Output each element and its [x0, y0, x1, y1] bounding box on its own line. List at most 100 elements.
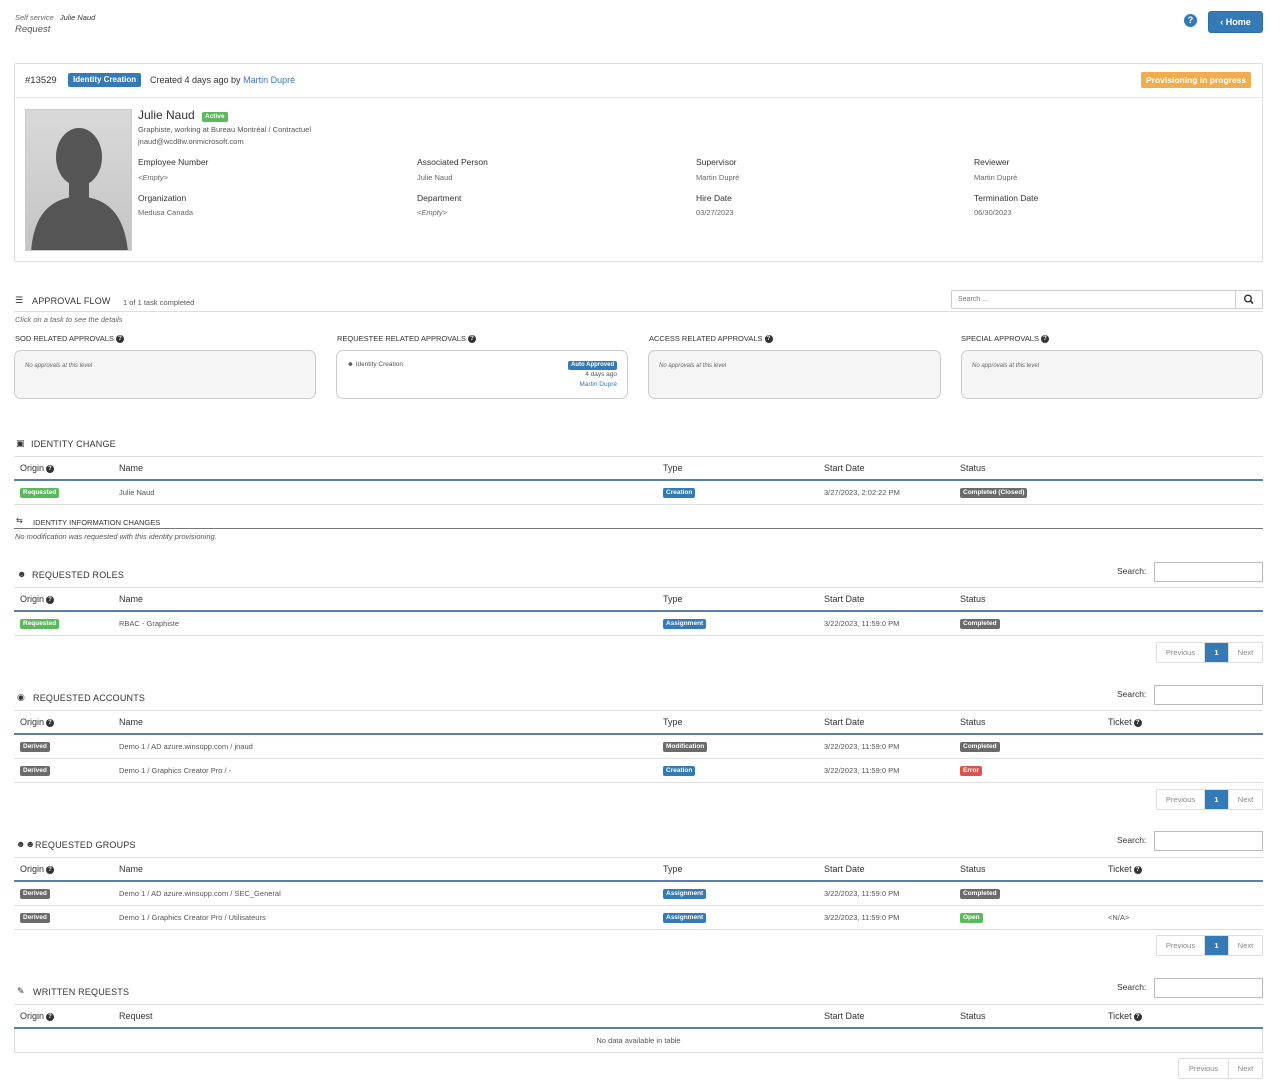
table-row[interactable]: Derived Demo 1 / AD azure.winsupp.com / …	[14, 735, 1263, 758]
access-approvals-empty: No approvals at this level	[659, 363, 727, 369]
pager-next[interactable]: Next	[1237, 648, 1254, 657]
table-row[interactable]: Derived Demo 1 / AD azure.winsupp.com / …	[14, 882, 1263, 905]
col-type[interactable]: Type	[663, 864, 683, 874]
col-origin[interactable]: Origin?	[20, 594, 55, 604]
table-bottom-border	[14, 929, 1263, 930]
col-status[interactable]: Status	[960, 594, 986, 604]
home-button[interactable]: ‹ Home	[1208, 11, 1263, 33]
question-circle-icon: ?	[1133, 1013, 1142, 1021]
breadcrumb-root[interactable]: Self service	[15, 13, 54, 22]
user-plus-icon: ☻	[347, 361, 354, 368]
created-by-link[interactable]: Martin Dupré	[243, 75, 296, 85]
field-value-reviewer[interactable]: Martin Dupré	[974, 173, 1018, 182]
col-start-date[interactable]: Start Date	[824, 594, 865, 604]
question-circle-icon[interactable]: ?	[1040, 335, 1049, 343]
col-start-date[interactable]: Start Date	[824, 717, 865, 727]
type-badge: Creation	[663, 766, 696, 776]
header-underline	[14, 610, 1263, 612]
pager-next[interactable]: Next	[1237, 941, 1254, 950]
written-search-input[interactable]	[1154, 978, 1263, 998]
request-status-badge: Provisioning in progress	[1141, 72, 1252, 88]
search-icon	[1243, 294, 1254, 305]
col-origin[interactable]: Origin?	[20, 463, 55, 473]
col-name[interactable]: Name	[119, 463, 144, 473]
pager-previous[interactable]: Previous	[1157, 643, 1205, 662]
approval-task-when: 4 days ago	[585, 371, 617, 378]
col-ticket[interactable]: Ticket?	[1108, 1011, 1142, 1021]
col-status[interactable]: Status	[960, 717, 986, 727]
col-status[interactable]: Status	[960, 864, 986, 874]
person-name: Julie Naud	[138, 108, 195, 122]
field-label-employee-number: Employee Number	[138, 157, 209, 167]
table-top-border	[14, 710, 1263, 711]
users-icon: ☻☻	[16, 839, 35, 849]
field-value-termination-date: 06/30/2023	[974, 208, 1012, 217]
approval-progress: 1 of 1 task completed	[123, 298, 195, 307]
table-row[interactable]: Derived Demo 1 / Graphics Creator Pro / …	[14, 759, 1263, 782]
person-state-badge: Active	[202, 112, 228, 122]
field-value-associated-person[interactable]: Julie Naud	[417, 173, 453, 182]
pager-next[interactable]: Next	[1237, 1064, 1254, 1073]
edit-icon: ✎	[17, 986, 25, 996]
col-type[interactable]: Type	[663, 594, 683, 604]
table-row[interactable]: Requested Julie Naud Creation 3/27/2023,…	[14, 481, 1263, 504]
pager-previous[interactable]: Previous	[1157, 936, 1205, 955]
table-bottom-border	[14, 782, 1263, 783]
question-circle-icon[interactable]: ?	[764, 335, 773, 343]
status-badge: Completed	[960, 742, 1000, 752]
table-bottom-border	[14, 504, 1263, 505]
approval-flow-title: APPROVAL FLOW	[32, 296, 111, 306]
approval-search-input[interactable]	[951, 290, 1236, 309]
field-value-supervisor[interactable]: Martin Dupré	[696, 173, 740, 182]
col-name[interactable]: Name	[119, 864, 144, 874]
table-top-border	[14, 456, 1263, 457]
approval-task-by[interactable]: Martin Dupré	[579, 381, 617, 388]
pager-previous[interactable]: Previous	[1157, 790, 1205, 809]
info-changes-title: IDENTITY INFORMATION CHANGES	[33, 518, 161, 527]
table-row[interactable]: Derived Demo 1 / Graphics Creator Pro / …	[14, 906, 1263, 929]
col-start-date[interactable]: Start Date	[824, 1011, 865, 1021]
pager-previous[interactable]: Previous	[1179, 1059, 1229, 1078]
sod-approvals-empty: No approvals at this level	[25, 363, 93, 369]
written-requests-title: WRITTEN REQUESTS	[33, 987, 130, 997]
question-circle-icon[interactable]: ?	[115, 335, 124, 343]
col-ticket[interactable]: Ticket?	[1108, 717, 1142, 727]
pager-page-1[interactable]: 1	[1205, 936, 1229, 955]
request-number: #13529	[25, 75, 57, 86]
table-row[interactable]: Requested RBAC - Graphiste Assignment 3/…	[14, 612, 1263, 635]
pager-next[interactable]: Next	[1237, 795, 1254, 804]
table-top-border	[14, 1004, 1263, 1005]
col-origin[interactable]: Origin?	[20, 1011, 55, 1021]
col-origin[interactable]: Origin?	[20, 717, 55, 727]
table-empty-row: No data available in table	[14, 1029, 1263, 1052]
table-bottom-border	[14, 635, 1263, 636]
request-card: #13529 Identity Creation Created 4 days …	[14, 63, 1263, 262]
col-origin[interactable]: Origin?	[20, 864, 55, 874]
question-circle-icon: ?	[46, 1013, 55, 1021]
pager-page-1[interactable]: 1	[1205, 643, 1229, 662]
col-name[interactable]: Name	[119, 594, 144, 604]
col-name[interactable]: Name	[119, 717, 144, 727]
roles-pagination: Previous 1 Next	[1156, 642, 1263, 663]
col-ticket[interactable]: Ticket?	[1108, 864, 1142, 874]
pager-page-1[interactable]: 1	[1205, 790, 1229, 809]
approval-search-button[interactable]	[1235, 290, 1263, 309]
field-label-supervisor: Supervisor	[696, 157, 737, 167]
field-label-organization: Organization	[138, 193, 187, 203]
roles-search-input[interactable]	[1154, 562, 1263, 582]
groups-search-input[interactable]	[1154, 831, 1263, 851]
col-type[interactable]: Type	[663, 717, 683, 727]
approval-task-identity-creation[interactable]: ☻ Identity Creation Auto Approved 4 days…	[337, 351, 627, 398]
row-divider	[14, 905, 1263, 906]
col-start-date[interactable]: Start Date	[824, 463, 865, 473]
question-circle-icon[interactable]: ?	[467, 335, 476, 343]
col-request[interactable]: Request	[119, 1011, 153, 1021]
question-circle-icon[interactable]: ?	[1184, 14, 1197, 27]
col-status[interactable]: Status	[960, 1011, 986, 1021]
col-type[interactable]: Type	[663, 463, 683, 473]
accounts-search-input[interactable]	[1154, 685, 1263, 705]
question-circle-icon: ?	[1133, 866, 1142, 874]
col-status[interactable]: Status	[960, 463, 986, 473]
col-start-date[interactable]: Start Date	[824, 864, 865, 874]
id-card-icon: ▣	[16, 438, 25, 448]
